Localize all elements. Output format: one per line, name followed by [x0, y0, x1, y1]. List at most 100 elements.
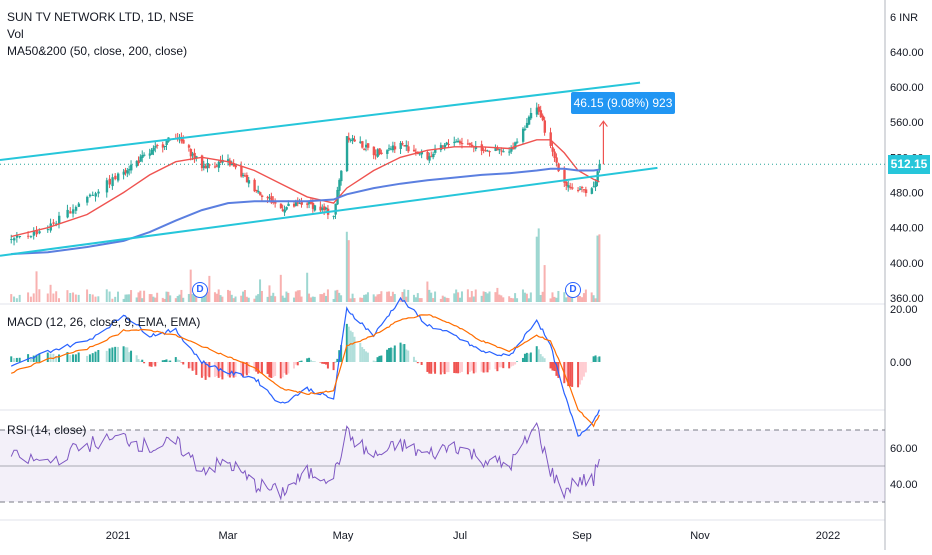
candle-body	[253, 179, 256, 192]
macd-histogram-bar	[15, 357, 18, 362]
macd-title[interactable]: MACD (12, 26, close, 9, EMA, EMA)	[7, 315, 201, 329]
volume-bar	[232, 298, 235, 302]
macd-histogram-bar	[72, 354, 75, 362]
macd-histogram-bar	[74, 354, 77, 362]
candle-body	[494, 147, 497, 151]
volume-bar	[242, 291, 245, 302]
macd-histogram-bar	[579, 362, 582, 385]
candle-body	[432, 153, 435, 158]
candle-body	[529, 113, 533, 119]
price-tick-label: 600.00	[890, 82, 924, 94]
candle-body	[594, 181, 597, 187]
candle-body	[234, 165, 237, 168]
candle-body	[154, 146, 157, 148]
volume-bar	[161, 297, 164, 302]
time-tick-label: Mar	[219, 530, 238, 542]
candle-body	[488, 151, 491, 153]
candle-body	[97, 191, 100, 194]
volume-bar	[58, 298, 60, 302]
candle-body	[480, 144, 484, 151]
macd-histogram-bar	[300, 360, 303, 362]
volume-bar	[152, 296, 155, 302]
macd-histogram-bar	[311, 361, 314, 362]
macd-histogram-bar	[484, 362, 487, 373]
macd-histogram-bar	[94, 351, 97, 362]
volume-bar	[259, 279, 262, 302]
volume-bar	[514, 293, 517, 302]
candle-body	[219, 160, 222, 163]
volume-bar	[204, 293, 207, 302]
macd-histogram-bar	[91, 353, 94, 362]
volume-bar	[97, 296, 100, 302]
volume-bar	[512, 298, 515, 302]
volume-bar	[457, 292, 460, 302]
macd-histogram-bar	[182, 362, 185, 365]
candle-body	[321, 207, 324, 210]
volume-bar	[323, 292, 326, 302]
volume-bar	[215, 293, 218, 302]
candle-body	[32, 231, 36, 236]
macd-histogram-bar	[366, 352, 369, 362]
measure-badge[interactable]: 46.15 (9.08%) 923	[571, 92, 675, 114]
volume-bar	[466, 289, 469, 302]
macd-histogram-bar	[117, 346, 119, 362]
macd-histogram-bar	[598, 356, 601, 362]
candle-body	[332, 215, 335, 217]
volume-bar	[372, 294, 375, 302]
candle-body	[571, 187, 574, 189]
volume-bar	[407, 289, 410, 302]
time-tick-label: 2021	[106, 530, 130, 542]
candle-body	[156, 145, 159, 147]
macd-histogram-bar	[359, 342, 362, 362]
candle-body	[88, 194, 92, 197]
volume-bar	[577, 293, 580, 302]
macd-histogram-bar	[154, 362, 157, 367]
macd-histogram-bar	[326, 362, 329, 369]
volume-bar	[227, 289, 229, 302]
time-tick-label: 2022	[816, 530, 840, 542]
volume-bar	[279, 274, 282, 302]
candle-body	[255, 189, 258, 192]
volume-bar	[178, 294, 181, 302]
candle-body	[525, 122, 529, 128]
macd-histogram-bar	[66, 352, 69, 362]
vol-label[interactable]: Vol	[7, 27, 24, 41]
candle-body	[148, 153, 152, 156]
volume-bar	[272, 292, 275, 302]
dividend-marker[interactable]: D	[192, 282, 208, 298]
macd-histogram-bar	[514, 362, 517, 365]
macd-histogram-bar	[163, 360, 166, 362]
volume-bar	[388, 291, 391, 302]
volume-bar	[187, 294, 190, 302]
macd-histogram-bar	[213, 362, 216, 377]
volume-bar	[345, 231, 348, 302]
volume-bar	[174, 298, 177, 302]
macd-histogram-bar	[453, 362, 456, 374]
volume-bar	[306, 272, 309, 302]
rsi-title[interactable]: RSI (14, close)	[7, 423, 87, 437]
volume-bar	[86, 289, 89, 302]
ma-label[interactable]: MA50&200 (50, close, 200, close)	[7, 44, 188, 58]
candle-body	[270, 196, 273, 203]
candle-body	[86, 196, 89, 203]
candle-body	[91, 194, 95, 196]
candle-body	[189, 149, 193, 157]
candle-body	[35, 230, 38, 235]
volume-bar	[365, 294, 368, 302]
macd-histogram-bar	[108, 348, 111, 362]
candle-body	[460, 143, 464, 145]
macd-histogram-bar	[353, 336, 356, 362]
candle-body	[74, 206, 78, 211]
volume-bar	[541, 291, 544, 302]
macd-histogram-bar	[428, 362, 431, 374]
symbol-title[interactable]: SUN TV NETWORK LTD, 1D, NSE	[7, 10, 194, 24]
candle-body	[555, 157, 558, 163]
volume-bar	[257, 294, 260, 302]
candle-body	[232, 163, 236, 167]
macd-histogram-bar	[553, 362, 556, 372]
candle-body	[468, 143, 472, 145]
volume-bar	[432, 298, 435, 302]
volume-bar	[117, 291, 119, 302]
macd-histogram-bar	[38, 353, 41, 362]
dividend-marker[interactable]: D	[565, 282, 581, 298]
